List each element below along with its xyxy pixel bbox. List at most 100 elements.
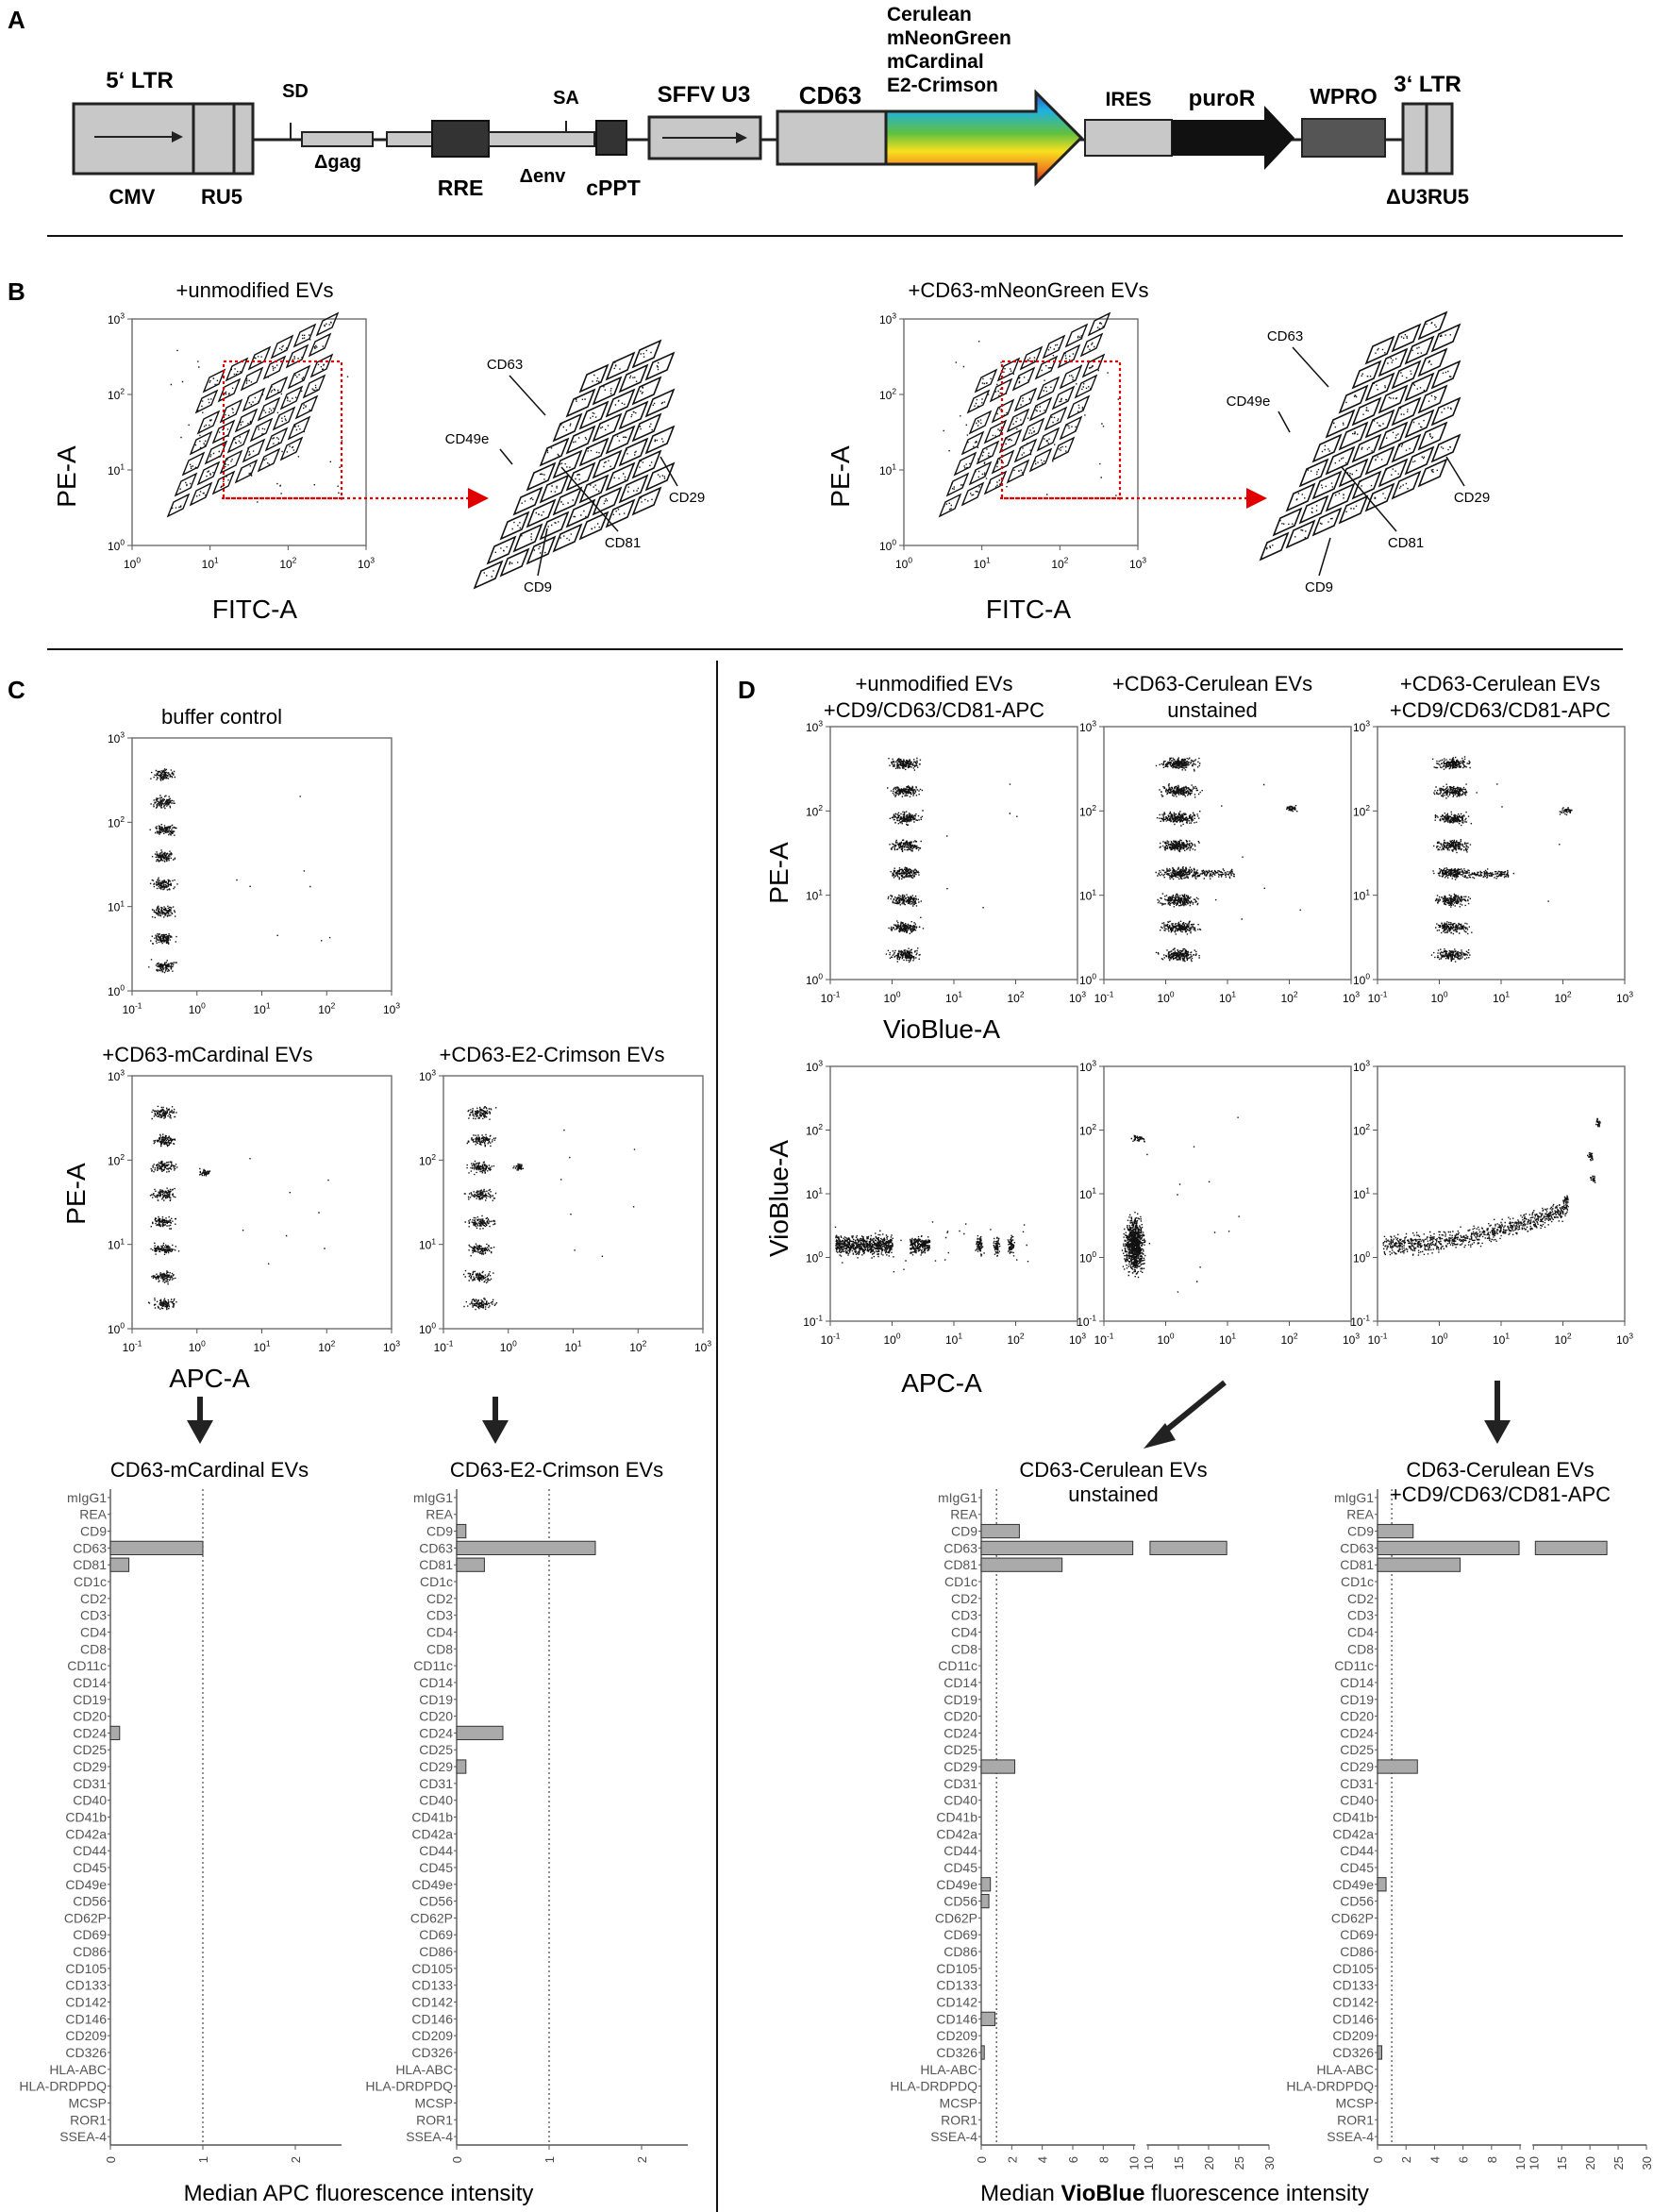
d-col1-title-2: +CD9/CD63/CD81-APC <box>824 698 1044 722</box>
bar-category-label: CD29 <box>73 1759 107 1774</box>
y-tick-label: 100 <box>1353 1249 1370 1265</box>
tick-base: 10 <box>1493 1333 1506 1347</box>
tick-base: 10 <box>879 313 893 327</box>
tick-exp: 0 <box>1365 1249 1370 1259</box>
bar-category-label: CD326 <box>1332 2045 1374 2060</box>
bar-x-tick-label: 20 <box>1583 2156 1597 2170</box>
fluorescent-protein-arrow <box>884 89 1084 187</box>
tick-base: 10 <box>821 992 834 1005</box>
bar-category-label: CD9 <box>951 1524 977 1539</box>
marker-label-cd81: CD81 <box>1388 535 1424 551</box>
x-tick-label: 102 <box>318 1001 335 1016</box>
tick-exp: 1 <box>1365 1186 1370 1196</box>
zoom-bead-gate <box>512 486 543 516</box>
d-col3-title-2: +CD9/CD63/CD81-APC <box>1390 698 1611 722</box>
x-tick-label: 103 <box>383 1339 400 1354</box>
tick-base: 10 <box>883 1333 896 1347</box>
tick-exp: 0 <box>120 983 125 993</box>
bar-category-label: CD20 <box>1340 1709 1374 1724</box>
tick-base: 10 <box>1129 558 1143 571</box>
marker-leader <box>1292 346 1329 388</box>
bar-category-label: HLA-ABC <box>920 2062 977 2077</box>
bar-category-label: CD14 <box>1340 1675 1374 1690</box>
bead-gate <box>211 419 236 444</box>
tick-exp: 0 <box>1444 990 1448 999</box>
tick-exp: 0 <box>1365 972 1370 981</box>
y-tick-label: 10-1 <box>1077 1314 1096 1329</box>
bead-gate <box>1087 311 1111 337</box>
tick-base: 10 <box>1343 1333 1356 1347</box>
d-col2-title-1: +CD63-Cerulean EVs <box>1112 672 1312 695</box>
tick-base: 10 <box>434 1341 447 1354</box>
tick-base: 10 <box>202 558 215 571</box>
zoom-bead-gate <box>552 449 583 479</box>
x-tick-label: 101 <box>1493 990 1510 1005</box>
tick-exp: 0 <box>896 1332 901 1341</box>
bead-gate <box>272 406 296 431</box>
ltr5-label: 5‘ LTR <box>106 68 174 93</box>
bar-category-label: CD25 <box>944 1742 977 1757</box>
bar-category-label: CD81 <box>1340 1557 1374 1572</box>
bar-category-label: CD25 <box>419 1742 453 1757</box>
bar-category-label: CD146 <box>65 2011 107 2026</box>
bar-cd81 <box>1377 1557 1461 1572</box>
bead-gate <box>1011 366 1036 392</box>
bar-x-tick-label: 2 <box>289 2156 303 2163</box>
bar-category-label: HLA-DRDPDQ <box>890 2079 977 2094</box>
tick-base: 10 <box>108 389 121 402</box>
zoom-bead-gate <box>631 412 662 443</box>
x-tick-label: 103 <box>383 1001 400 1016</box>
bar-category-label: ROR1 <box>941 2112 977 2127</box>
tick-base: 10 <box>1079 721 1093 734</box>
bar-category-label: HLA-DRDPDQ <box>19 2079 107 2094</box>
tick-exp: 3 <box>1092 719 1096 729</box>
tick-exp: 3 <box>818 719 823 729</box>
bar-category-label: CD56 <box>419 1894 453 1909</box>
bar-category-label: CD41b <box>65 1810 107 1825</box>
zoom-bead-gate <box>592 449 623 479</box>
bar-category-label: CD20 <box>73 1709 107 1724</box>
c-buffer-title: buffer control <box>161 705 282 729</box>
d-col3-title-1: +CD63-Cerulean EVs <box>1400 672 1600 695</box>
y-tick-label: 102 <box>108 387 125 402</box>
bar-category-label: HLA-DRDPDQ <box>365 2079 453 2094</box>
panel-letter-c: C <box>8 676 25 704</box>
bar-category-label: REA <box>950 1507 977 1522</box>
ires-label: IRES <box>1105 89 1151 110</box>
bar-category-label: CD105 <box>65 1961 107 1976</box>
bar-cd81 <box>109 1557 130 1572</box>
d-top-ylabel: PE-A <box>764 842 793 904</box>
zoom-bead-gate <box>631 376 662 406</box>
zoom-bead-gate <box>1364 372 1395 402</box>
x-tick-label: 103 <box>1343 990 1360 1005</box>
x-tick-label: 103 <box>1069 990 1086 1005</box>
bead-gate <box>225 357 249 382</box>
bar-category-label: CD56 <box>73 1894 107 1909</box>
tick-base: 10 <box>108 540 121 553</box>
bar-category-label: CD24 <box>1340 1725 1374 1740</box>
zoom-bead-gate <box>1311 470 1343 500</box>
tick-base: 10 <box>879 464 893 478</box>
tick-exp: -1 <box>1107 1332 1114 1341</box>
tick-base: 10 <box>108 901 121 914</box>
gate-selection-box <box>1000 360 1122 500</box>
bar-category-label: CD42a <box>936 1826 977 1841</box>
x-tick-label: 10-1 <box>123 1339 142 1354</box>
plot-frame <box>1103 726 1352 980</box>
tick-exp: 3 <box>370 556 375 565</box>
tick-base: 10 <box>108 1323 121 1336</box>
tick-base: 10 <box>123 1003 136 1016</box>
bar-category-label: CD11c <box>938 1658 977 1673</box>
tick-base: 10 <box>279 558 292 571</box>
bar-category-label: CD49e <box>936 1877 977 1892</box>
marker-label-cd29: CD29 <box>669 490 705 506</box>
bar-category-label: CD8 <box>80 1641 107 1656</box>
tick-base: 10 <box>1350 1315 1363 1329</box>
tick-base: 10 <box>1616 992 1629 1005</box>
bead-gate <box>1021 417 1045 443</box>
bar-category-label: CD42a <box>65 1826 107 1841</box>
bar-category-label: CD8 <box>426 1641 453 1656</box>
tick-base: 10 <box>1353 890 1366 903</box>
zoom-bead-gate <box>578 400 610 430</box>
tick-base: 10 <box>1616 1333 1629 1347</box>
